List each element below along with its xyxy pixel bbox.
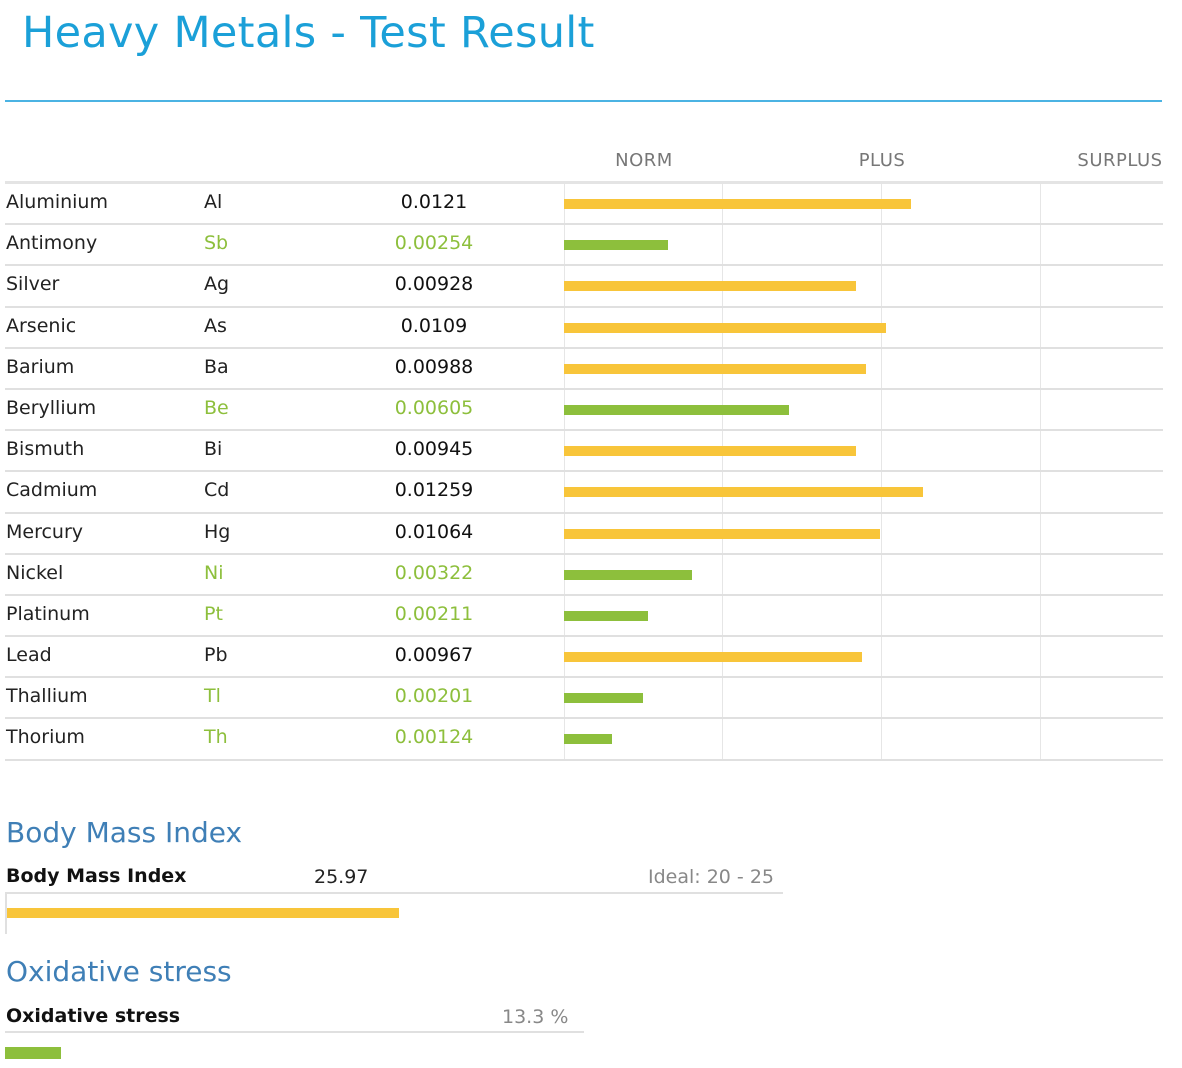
- metal-level-bar: [564, 487, 923, 498]
- metal-symbol: Be: [204, 396, 229, 419]
- metal-level-bar: [564, 734, 612, 745]
- header-divider: [5, 181, 1163, 184]
- metal-level-bar: [564, 652, 862, 663]
- bmi-label: Body Mass Index: [6, 865, 187, 887]
- metal-rows: Aluminium Al 0.0121 Antimony Sb 0.00254 …: [5, 184, 1163, 761]
- metal-symbol: Ag: [204, 273, 230, 296]
- metal-symbol: As: [204, 314, 227, 337]
- oxidative-level-bar: [5, 1047, 61, 1059]
- metal-name: Mercury: [6, 520, 84, 543]
- bmi-ideal-range: Ideal: 20 - 25: [648, 866, 775, 888]
- oxidative-value: 13.3 %: [502, 1006, 569, 1028]
- metal-value: 0.00254: [394, 232, 474, 255]
- metal-symbol: Pb: [204, 644, 228, 667]
- metal-symbol: Ni: [204, 561, 224, 584]
- table-row: Arsenic As 0.0109: [5, 308, 1163, 349]
- metal-value: 0.00988: [394, 355, 474, 378]
- metal-level-bar: [564, 199, 911, 209]
- metal-name: Beryllium: [6, 396, 97, 419]
- metal-name: Bismuth: [6, 438, 85, 461]
- bmi-track: [5, 894, 7, 934]
- metal-name: Nickel: [6, 561, 64, 584]
- table-row: Aluminium Al 0.0121: [5, 184, 1163, 226]
- oxidative-section-title: Oxidative stress: [6, 955, 232, 988]
- metal-value: 0.00124: [394, 726, 474, 749]
- page-title: Heavy Metals - Test Result: [22, 8, 595, 58]
- metal-name: Cadmium: [6, 479, 98, 502]
- metal-value: 0.00928: [394, 273, 474, 296]
- metal-level-bar: [564, 693, 643, 704]
- metal-value: 0.0121: [400, 191, 468, 213]
- table-row: Barium Ba 0.00988: [5, 349, 1163, 390]
- header-plus: PLUS: [858, 150, 906, 171]
- metal-symbol: Bi: [204, 438, 223, 461]
- table-row: Bismuth Bi 0.00945: [5, 431, 1163, 473]
- metal-level-bar: [564, 610, 648, 621]
- metal-name: Platinum: [6, 602, 90, 625]
- metal-level-bar: [564, 404, 789, 415]
- metal-value: 0.00605: [394, 396, 474, 419]
- metal-name: Aluminium: [6, 191, 108, 213]
- header-surplus: SURPLUS: [1077, 150, 1163, 171]
- metal-symbol: Al: [204, 191, 223, 213]
- metal-name: Antimony: [6, 232, 98, 255]
- bmi-divider: [5, 892, 783, 894]
- title-divider: [5, 100, 1162, 102]
- header-norm: NORM: [615, 150, 673, 171]
- metal-value: 0.01064: [394, 520, 474, 543]
- metal-level-bar: [564, 281, 856, 292]
- metal-value: 0.00967: [394, 644, 474, 667]
- metal-name: Thallium: [6, 685, 88, 708]
- table-row: Mercury Hg 0.01064: [5, 514, 1163, 555]
- bmi-level-bar: [7, 908, 399, 918]
- bmi-value: 25.97: [314, 866, 369, 888]
- table-row: Thallium Tl 0.00201: [5, 678, 1163, 720]
- metal-symbol: Th: [204, 726, 228, 749]
- table-row: Beryllium Be 0.00605: [5, 390, 1163, 432]
- table-row: Platinum Pt 0.00211: [5, 596, 1163, 638]
- metal-symbol: Pt: [204, 602, 223, 625]
- table-row: Lead Pb 0.00967: [5, 637, 1163, 679]
- table-row: Silver Ag 0.00928: [5, 266, 1163, 308]
- metal-symbol: Tl: [204, 685, 221, 708]
- metal-symbol: Hg: [204, 520, 231, 543]
- metal-level-bar: [564, 569, 692, 580]
- metal-level-bar: [564, 240, 668, 251]
- heavy-metals-table: NORM PLUS SURPLUS Aluminium Al 0.0121 An…: [5, 140, 1163, 765]
- metal-value: 0.00211: [394, 602, 474, 625]
- table-row: Thorium Th 0.00124: [5, 719, 1163, 761]
- metal-name: Lead: [6, 644, 52, 667]
- metal-name: Silver: [6, 273, 60, 296]
- metal-value: 0.00945: [394, 438, 474, 461]
- table-row: Antimony Sb 0.00254: [5, 225, 1163, 267]
- metal-level-bar: [564, 446, 856, 457]
- metal-symbol: Sb: [204, 232, 229, 255]
- metal-value: 0.0109: [400, 314, 468, 337]
- metal-value: 0.00201: [394, 685, 474, 708]
- metal-level-bar: [564, 322, 886, 333]
- oxidative-divider: [5, 1031, 584, 1033]
- oxidative-label: Oxidative stress: [6, 1005, 181, 1027]
- bmi-section-title: Body Mass Index: [6, 816, 243, 849]
- metal-symbol: Cd: [204, 479, 230, 502]
- metal-level-bar: [564, 363, 866, 374]
- metal-value: 0.00322: [394, 561, 474, 584]
- metal-name: Barium: [6, 355, 75, 378]
- table-row: Nickel Ni 0.00322: [5, 555, 1163, 596]
- table-row: Cadmium Cd 0.01259: [5, 472, 1163, 514]
- metal-symbol: Ba: [204, 355, 229, 378]
- metal-name: Arsenic: [6, 314, 77, 337]
- metal-value: 0.01259: [394, 479, 474, 502]
- metal-level-bar: [564, 528, 880, 539]
- metal-name: Thorium: [6, 726, 85, 749]
